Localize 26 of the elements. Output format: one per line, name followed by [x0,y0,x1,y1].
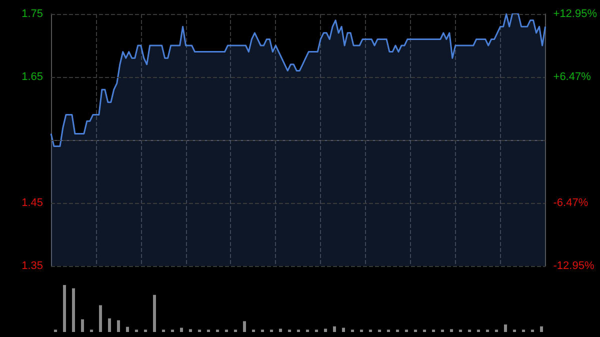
bar [153,294,156,332]
bar [108,318,111,332]
bar [189,329,192,332]
bar [450,329,453,332]
y-tick-label: 1.75 [22,8,43,20]
bar [504,324,507,332]
bar [540,326,543,332]
y2-tick-label: +12.95% [553,8,598,20]
bar [126,326,129,332]
y2-tick-label: -12.95% [553,260,594,272]
bar [342,328,345,332]
bar [243,321,246,332]
y2-tick-label: +6.47% [553,71,592,84]
bar [333,326,336,332]
y-tick-label: 1.35 [22,260,43,272]
bar [324,328,327,332]
y-tick-label: 1.65 [22,71,43,83]
bar [99,305,102,332]
bar [279,328,282,332]
bar [180,328,183,332]
y2-tick-label: -6.47% [553,196,588,209]
bar [81,319,84,332]
bar [117,320,120,332]
y-tick-label: 1.45 [22,197,43,209]
bar [63,285,66,332]
bar [72,288,75,332]
